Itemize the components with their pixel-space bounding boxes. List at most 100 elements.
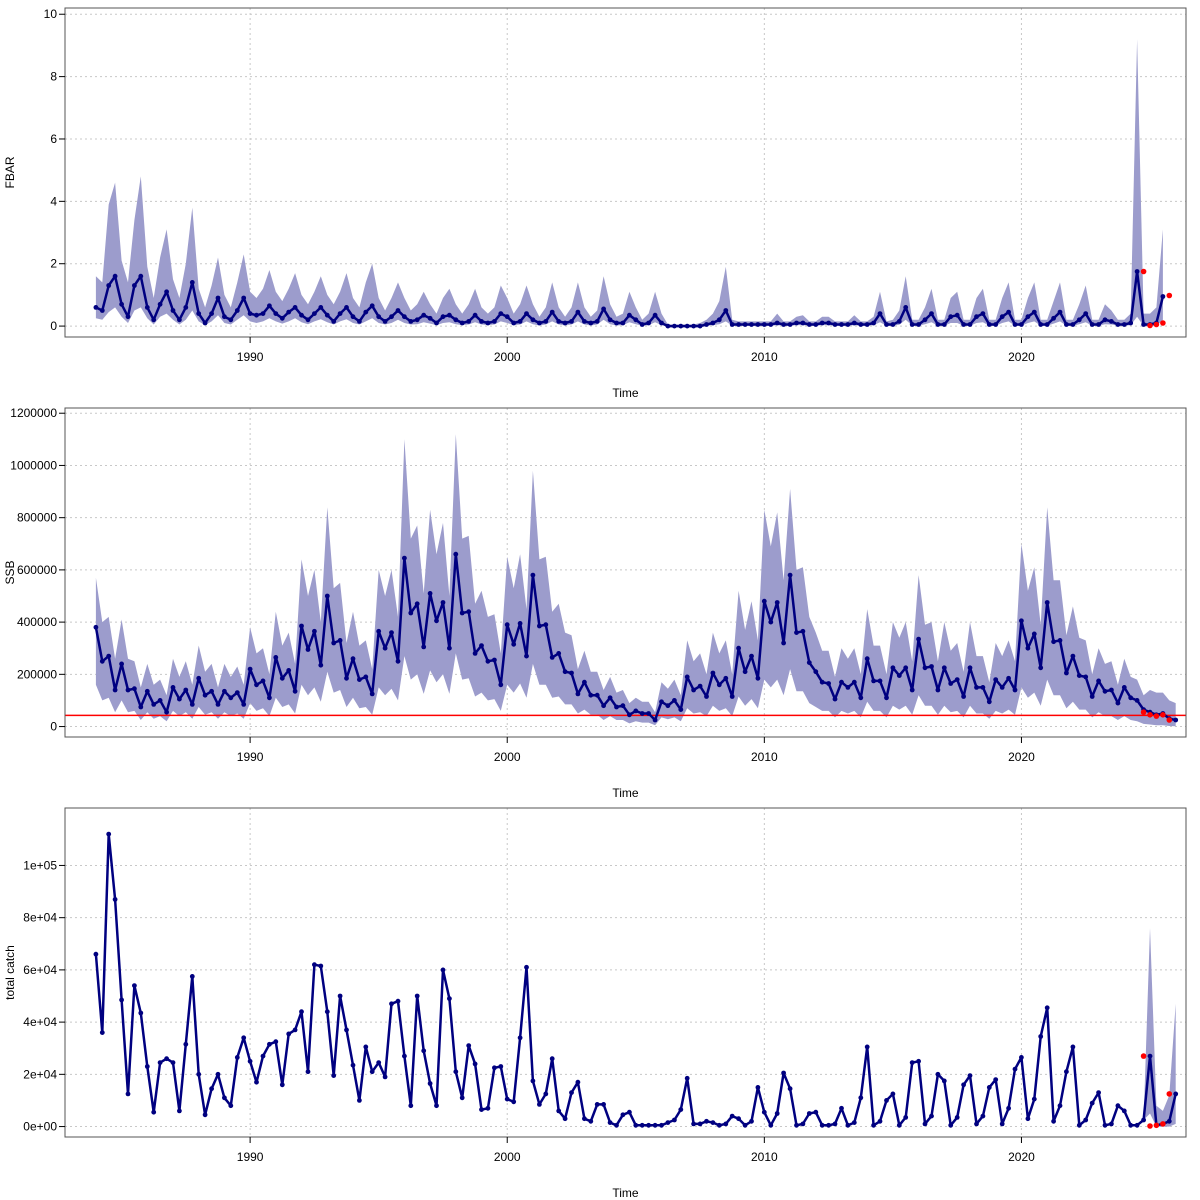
data-point — [774, 600, 780, 605]
data-point — [556, 1108, 562, 1114]
data-point — [408, 610, 414, 616]
forecast-point — [1147, 322, 1153, 329]
data-point — [382, 645, 388, 651]
data-point — [601, 1102, 606, 1107]
data-point — [318, 963, 324, 969]
data-point — [350, 656, 356, 662]
data-point — [254, 682, 259, 688]
data-point — [1031, 309, 1037, 315]
data-point — [941, 322, 947, 327]
y-tick-label: 6 — [50, 132, 57, 146]
data-point — [1070, 1044, 1076, 1050]
data-point — [453, 1069, 459, 1075]
y-tick-label: 400000 — [17, 615, 57, 629]
data-point — [678, 1107, 684, 1112]
data-point — [826, 1122, 831, 1128]
data-point — [742, 1122, 748, 1128]
data-point — [466, 319, 472, 324]
data-point — [177, 1108, 182, 1114]
data-point — [672, 698, 677, 703]
data-point — [749, 1118, 754, 1124]
data-point — [157, 698, 163, 703]
data-point — [755, 322, 761, 327]
data-point — [247, 1058, 253, 1064]
data-point — [530, 317, 536, 323]
data-point — [459, 1095, 465, 1101]
data-point — [594, 692, 600, 698]
data-point — [974, 685, 979, 690]
data-point — [1102, 1122, 1108, 1128]
forecast-point — [1166, 292, 1173, 299]
data-point — [633, 317, 639, 323]
data-point — [819, 1122, 825, 1128]
data-point — [794, 630, 799, 635]
data-point — [305, 647, 311, 652]
data-point — [806, 322, 812, 327]
data-point — [344, 305, 349, 310]
data-point — [517, 621, 523, 626]
data-point — [871, 678, 876, 684]
data-point — [813, 322, 819, 327]
data-point — [1173, 1091, 1179, 1097]
data-point — [1006, 1105, 1011, 1111]
x-tick-label: 2000 — [494, 350, 521, 364]
forecast-point — [1147, 1123, 1153, 1129]
data-point — [119, 301, 124, 307]
data-point — [582, 679, 587, 685]
x-tick-label: 2000 — [494, 1150, 521, 1164]
y-tick-label: 8e+04 — [23, 911, 57, 925]
data-point — [1096, 678, 1101, 684]
data-point — [504, 314, 510, 320]
data-point — [1076, 1122, 1082, 1128]
data-point — [1064, 1069, 1069, 1075]
data-point — [144, 688, 150, 694]
data-point — [324, 312, 330, 318]
data-point — [787, 322, 793, 327]
data-point — [369, 303, 375, 309]
data-point — [986, 699, 992, 705]
data-point — [459, 610, 465, 616]
data-point — [742, 322, 748, 327]
data-point — [890, 322, 896, 327]
data-point — [1121, 685, 1127, 690]
data-point — [196, 675, 202, 681]
data-point — [858, 1095, 864, 1101]
data-point — [447, 312, 452, 318]
data-point — [479, 643, 484, 648]
data-point — [1012, 687, 1018, 693]
data-point — [697, 323, 703, 329]
data-point — [909, 1060, 915, 1065]
data-point — [389, 630, 394, 635]
data-point — [312, 628, 317, 634]
data-point — [517, 319, 523, 324]
data-point — [312, 962, 317, 968]
data-point — [716, 1122, 722, 1128]
data-point — [209, 1086, 215, 1092]
data-point — [1051, 639, 1056, 645]
data-point — [337, 311, 343, 316]
data-point — [1076, 317, 1082, 323]
data-point — [1134, 1122, 1140, 1128]
data-point — [877, 678, 883, 684]
data-point — [941, 665, 947, 671]
data-point — [1025, 645, 1031, 651]
data-point — [665, 323, 671, 329]
data-point — [903, 665, 909, 671]
data-point — [549, 309, 555, 315]
data-point — [819, 320, 825, 326]
data-point — [704, 694, 709, 699]
data-point — [588, 692, 594, 698]
data-point — [646, 320, 651, 326]
data-point — [517, 1035, 523, 1041]
data-point — [350, 314, 356, 320]
data-point — [761, 1109, 767, 1115]
data-point — [99, 658, 105, 664]
data-point — [1012, 1066, 1018, 1072]
data-point — [1115, 700, 1121, 706]
data-point — [427, 1081, 433, 1086]
data-point — [132, 283, 137, 288]
data-point — [498, 682, 504, 688]
data-point — [691, 687, 696, 693]
data-point — [189, 280, 195, 285]
